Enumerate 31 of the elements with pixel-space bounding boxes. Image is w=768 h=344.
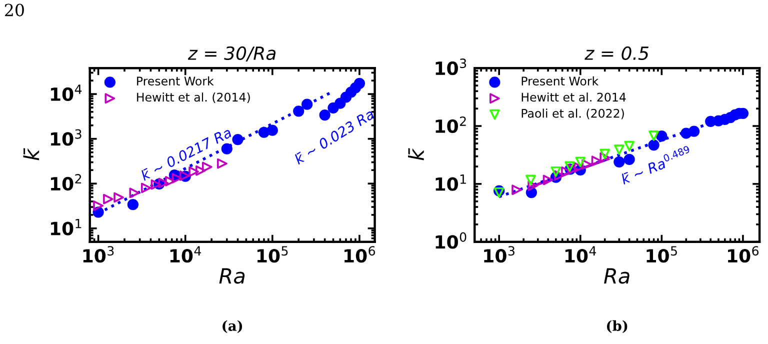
- x-axis-title: Ra: [604, 268, 630, 284]
- y-tick-label: 10$^{2}$: [51, 174, 82, 191]
- x-axis-title: Ra: [219, 268, 245, 284]
- legend-label: Hewitt et al. 2014: [522, 92, 626, 102]
- y-tick-label: 10$^{3}$: [436, 58, 466, 76]
- text: (a): [222, 320, 242, 333]
- y-axis-title: k̄: [23, 148, 40, 160]
- chart-title: z = 30/Ra: [188, 46, 276, 62]
- x-tick-label: 10$^{5}$: [257, 246, 288, 263]
- y-tick-label: 10$^{0}$: [436, 232, 466, 249]
- x-tick-label: 10$^{6}$: [728, 246, 759, 263]
- y-tick-label: 10$^{1}$: [436, 174, 466, 191]
- legend-label: Present Work: [522, 76, 599, 86]
- x-tick-label: 10$^{4}$: [170, 246, 202, 263]
- legend-label: Paoli et al. (2022): [522, 108, 624, 120]
- legend-label: Present Work: [137, 76, 214, 86]
- y-tick-label: 10$^{3}$: [51, 129, 82, 146]
- y-tick-label: 10$^{1}$: [51, 218, 82, 236]
- x-tick-label: 10$^{6}$: [344, 246, 376, 263]
- chart-title: z = 0.5: [584, 46, 648, 60]
- legend-label: Hewitt et al. (2014): [137, 92, 250, 104]
- text: 20: [4, 4, 24, 16]
- annotation: k̄ ~ Ra$^{0.489}$: [619, 145, 692, 185]
- y-tick-label: 10$^{2}$: [436, 116, 466, 133]
- y-tick-label: 10$^{4}$: [51, 84, 82, 102]
- x-tick-label: 10$^{4}$: [565, 246, 596, 263]
- x-tick-label: 10$^{5}$: [646, 246, 677, 263]
- y-axis-title: k̄: [408, 148, 424, 160]
- text: (b): [606, 320, 628, 333]
- x-tick-label: 10$^{3}$: [83, 246, 114, 263]
- x-tick-label: 10$^{3}$: [484, 246, 514, 263]
